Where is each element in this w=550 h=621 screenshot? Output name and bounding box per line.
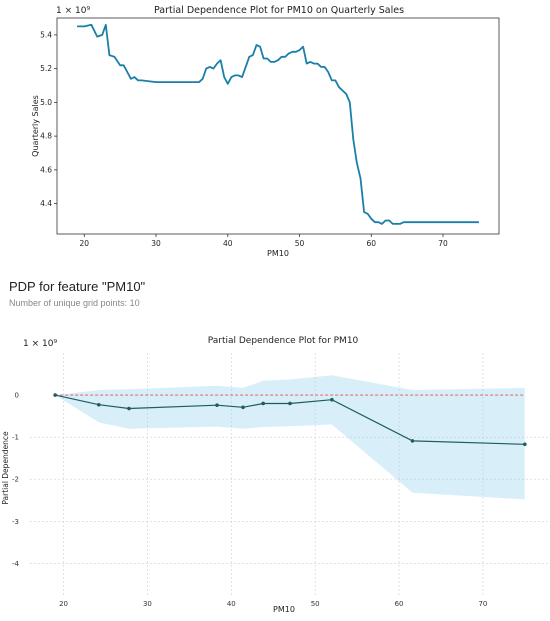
chart-title: Partial Dependence Plot for PM10 on Quar… [154, 5, 404, 16]
y-tick-label: -1 [12, 434, 19, 442]
x-tick-label: 30 [143, 600, 152, 608]
x-tick-label: 70 [478, 600, 487, 608]
x-tick-label: 40 [223, 239, 233, 248]
x-tick-label: 40 [227, 600, 236, 608]
data-point [241, 405, 245, 410]
data-point [261, 401, 265, 406]
data-point [330, 397, 334, 402]
data-point [215, 403, 219, 407]
y-axis-label: Quarterly Sales [31, 95, 40, 157]
y-tick-label: 4.6 [40, 165, 52, 174]
chart-quarterly-sales-svg: Partial Dependence Plot for PM10 on Quar… [31, 5, 500, 258]
y-tick-label: -4 [12, 560, 20, 568]
y-tick-label: 4.4 [40, 199, 52, 208]
x-tick-label: 60 [367, 239, 377, 248]
data-point [127, 406, 131, 411]
x-tick-label: 70 [438, 239, 448, 248]
data-point [288, 401, 292, 406]
x-tick-label: 20 [59, 600, 68, 608]
plot-frame [56, 17, 500, 235]
x-tick-label: 50 [295, 239, 305, 248]
pdp-header: PDP for feature "PM10" Number of unique … [9, 279, 539, 308]
pdp-title: PDP for feature "PM10" [9, 279, 146, 294]
y-tick-label: 4.8 [40, 132, 52, 141]
data-point [96, 402, 101, 407]
pdp-subtitle: Number of unique grid points: 10 [9, 298, 140, 308]
y-tick-label: 5.2 [40, 64, 52, 73]
data-point [523, 442, 527, 447]
grid-lines [30, 353, 550, 597]
x-axis-label: PM10 [273, 605, 295, 614]
y-offset-label: 1 × 10⁹ [23, 339, 57, 349]
x-tick-label: 30 [151, 239, 161, 248]
series-line [77, 23, 479, 225]
data-point [53, 393, 57, 397]
data-point [410, 439, 415, 443]
x-tick-label: 60 [395, 600, 404, 608]
y-offset-label: 1 × 10⁹ [56, 6, 90, 16]
chart-quarterly-sales: Partial Dependence Plot for PM10 on Quar… [0, 0, 550, 265]
chart-title: Partial Dependence Plot for PM10 [208, 336, 359, 346]
y-tick-label: 0 [15, 392, 19, 400]
x-axis-label: PM10 [267, 249, 289, 258]
chart-partial-dependence-svg: Partial Dependence Plot for PM10 1 × 10⁹… [1, 336, 550, 614]
x-tick-label: 20 [79, 239, 89, 248]
chart-partial-dependence: Partial Dependence Plot for PM10 1 × 10⁹… [0, 325, 550, 617]
y-axis-label: Partial Dependence [1, 431, 10, 505]
x-tick-label: 50 [311, 600, 320, 608]
y-tick-label: -2 [12, 476, 19, 484]
y-tick-label: 5.0 [40, 98, 52, 107]
series-line [55, 394, 525, 445]
y-tick-label: 5.4 [40, 30, 52, 39]
y-tick-label: -3 [12, 518, 19, 526]
